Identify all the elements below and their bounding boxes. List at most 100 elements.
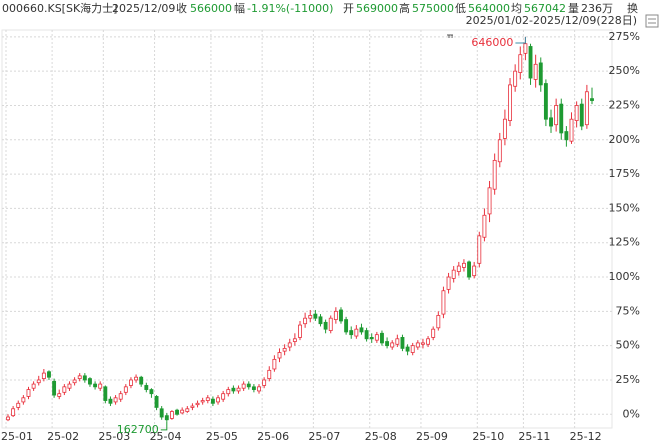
- candle-body: [543, 83, 548, 120]
- candle-body: [349, 330, 354, 336]
- candle-body: [123, 386, 128, 393]
- label: 收: [176, 1, 187, 15]
- candle-body: [113, 397, 118, 403]
- value: 564000: [468, 2, 510, 15]
- candle-body: [354, 328, 359, 337]
- candle-body: [528, 46, 533, 79]
- candle-body: [456, 265, 461, 272]
- x-tick-label: 25-10: [472, 430, 504, 443]
- candle-body: [257, 386, 261, 392]
- y-tick-label: 125%: [609, 236, 640, 249]
- candle-body: [554, 105, 559, 126]
- candle-body: [262, 379, 267, 386]
- candle-body: [533, 63, 538, 80]
- x-tick-label: 25-03: [98, 430, 130, 443]
- candle-body: [369, 337, 374, 340]
- candle-body: [482, 214, 487, 238]
- candle-body: [584, 91, 589, 126]
- candle-body: [226, 389, 231, 395]
- candle-body: [200, 400, 205, 403]
- header: 000660.KS[SK海力士] 2025/12/09 收 566000 幅 -…: [2, 1, 638, 27]
- candle-body: [549, 117, 553, 127]
- candle-body: [149, 389, 154, 395]
- candle-body: [272, 358, 277, 370]
- candle-body: [441, 290, 446, 315]
- label: 开: [343, 2, 354, 15]
- candle-body: [88, 378, 92, 385]
- candle-body: [497, 139, 502, 163]
- candle-body: [98, 383, 103, 389]
- candle-body: [538, 62, 543, 86]
- candle-body: [298, 324, 302, 338]
- candle-body: [523, 43, 528, 54]
- candle-body: [175, 409, 179, 415]
- candle-body: [313, 313, 318, 319]
- candle-body: [72, 379, 77, 384]
- y-tick-label: 275%: [609, 30, 640, 43]
- candle-body: [144, 385, 149, 390]
- candle-body: [221, 393, 226, 400]
- candle-body: [129, 379, 133, 386]
- candle-body: [359, 327, 364, 333]
- candle-body: [190, 405, 195, 408]
- candle-body: [180, 409, 185, 414]
- candle-body: [57, 393, 62, 397]
- candle-body: [318, 316, 323, 325]
- value: 569000: [356, 2, 398, 15]
- y-tick-label: 225%: [609, 98, 640, 111]
- value: -1.91%(-11000): [247, 2, 333, 15]
- candle-body: [47, 371, 51, 378]
- candle-body: [292, 338, 297, 342]
- label: 高: [399, 1, 410, 15]
- candle-body: [134, 376, 139, 381]
- candle-body: [400, 337, 405, 349]
- candle-body: [277, 352, 282, 359]
- x-tick-label: 25-07: [308, 430, 340, 443]
- value: 566000: [190, 2, 232, 15]
- candle-body: [251, 386, 256, 390]
- y-tick-label: 75%: [616, 304, 640, 317]
- candle-body: [390, 342, 395, 348]
- candle-body: [472, 265, 477, 277]
- candle-body: [164, 415, 169, 421]
- candle-body: [287, 342, 292, 348]
- candle-body: [282, 347, 287, 352]
- candle-body: [323, 321, 328, 330]
- candle-body: [451, 269, 456, 279]
- x-tick-label: 25-06: [257, 430, 289, 443]
- candle-body: [492, 159, 497, 190]
- candle-body: [559, 103, 564, 134]
- candle-body: [467, 261, 471, 278]
- candle-body: [395, 338, 400, 345]
- candle-body: [574, 105, 579, 121]
- candle-body: [26, 389, 31, 397]
- y-tick-label: 175%: [609, 167, 640, 180]
- y-tick-label: 100%: [609, 270, 640, 283]
- label: 量: [568, 2, 579, 15]
- candle-body: [308, 315, 313, 319]
- candle-body: [41, 372, 46, 379]
- y-tick-label: 200%: [609, 133, 640, 146]
- candle-body: [103, 386, 108, 401]
- candle-body: [169, 411, 174, 419]
- candle-body: [108, 398, 113, 404]
- annotation-line: [160, 421, 168, 431]
- x-tick-label: 25-12: [570, 430, 602, 443]
- x-tick-label: 25-01: [1, 430, 33, 443]
- y-tick-label: 250%: [609, 64, 640, 77]
- candle-body: [185, 408, 190, 412]
- candle-body: [246, 383, 251, 388]
- value: 567042: [524, 2, 566, 15]
- x-tick-label: 25-08: [365, 430, 397, 443]
- candle-body: [579, 103, 584, 127]
- candle-body: [431, 328, 436, 338]
- candle-body: [415, 342, 420, 348]
- candle-body: [303, 317, 308, 325]
- candle-body: [11, 408, 16, 417]
- candle-body: [339, 309, 343, 322]
- candle-body: [364, 330, 369, 340]
- candle-body: [36, 379, 41, 384]
- menu-icon[interactable]: [645, 14, 659, 28]
- candle-body: [426, 338, 431, 345]
- candle-body: [380, 332, 384, 344]
